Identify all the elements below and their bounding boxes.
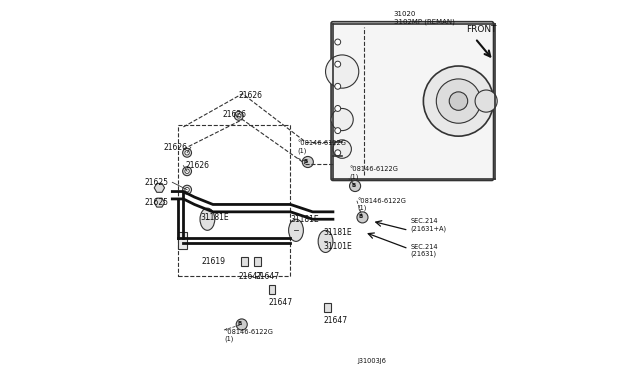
Circle shape (436, 79, 481, 123)
Circle shape (302, 157, 314, 167)
Circle shape (234, 112, 243, 120)
Text: 21619: 21619 (202, 257, 226, 266)
Circle shape (331, 109, 353, 131)
Bar (178, 232, 187, 249)
Text: SEC.214
(21631+A): SEC.214 (21631+A) (410, 218, 447, 231)
Text: 21626: 21626 (239, 91, 263, 100)
Text: 21647: 21647 (255, 272, 280, 281)
Text: B: B (358, 214, 363, 219)
Circle shape (335, 128, 340, 134)
Polygon shape (154, 198, 164, 207)
Circle shape (449, 92, 468, 110)
Text: 21626: 21626 (222, 109, 246, 119)
Text: 31181E: 31181E (291, 215, 319, 224)
FancyBboxPatch shape (331, 22, 493, 180)
Circle shape (326, 55, 359, 88)
Text: °08146-6122G
(1): °08146-6122G (1) (224, 329, 273, 342)
Circle shape (333, 140, 351, 158)
Circle shape (185, 151, 189, 155)
Ellipse shape (200, 208, 215, 230)
Circle shape (349, 180, 360, 192)
Circle shape (236, 319, 247, 330)
Bar (241, 257, 248, 266)
Bar (324, 303, 331, 312)
Text: °08146-6122G
(1): °08146-6122G (1) (298, 141, 347, 154)
Ellipse shape (318, 230, 333, 253)
Text: B: B (304, 159, 308, 164)
Circle shape (335, 150, 340, 156)
Bar (254, 257, 260, 266)
Text: B: B (351, 183, 355, 188)
Text: 31020
3102MP (REMAN): 31020 3102MP (REMAN) (394, 11, 454, 25)
Text: 21626: 21626 (185, 161, 209, 170)
Text: °08146-6122G
(1): °08146-6122G (1) (357, 198, 406, 211)
Polygon shape (154, 183, 164, 192)
Text: 21647: 21647 (324, 316, 348, 325)
Text: 21647: 21647 (239, 272, 263, 281)
Circle shape (185, 169, 189, 173)
Text: 21626: 21626 (163, 143, 187, 152)
Circle shape (185, 187, 189, 192)
Bar (269, 285, 275, 294)
Circle shape (237, 113, 241, 118)
Circle shape (335, 106, 340, 112)
Circle shape (182, 185, 191, 194)
Circle shape (182, 148, 191, 157)
Text: °08146-6122G
(1): °08146-6122G (1) (349, 166, 399, 180)
Text: 21647: 21647 (268, 298, 292, 307)
Circle shape (357, 212, 368, 223)
Text: 31181E: 31181E (324, 228, 352, 237)
Text: B: B (237, 321, 242, 326)
Circle shape (335, 83, 340, 89)
Bar (178, 125, 291, 276)
Circle shape (335, 39, 340, 45)
Ellipse shape (289, 219, 303, 241)
Text: SEC.214
(21631): SEC.214 (21631) (410, 244, 438, 257)
Circle shape (182, 167, 191, 176)
Text: 31101E: 31101E (324, 243, 353, 251)
Circle shape (335, 61, 340, 67)
Circle shape (424, 66, 493, 136)
Text: 31181E: 31181E (200, 213, 228, 222)
Text: 21625: 21625 (145, 178, 168, 187)
Text: 21625: 21625 (145, 198, 168, 207)
Text: J31003J6: J31003J6 (357, 358, 386, 365)
Text: FRONT: FRONT (466, 25, 497, 33)
Circle shape (475, 90, 497, 112)
